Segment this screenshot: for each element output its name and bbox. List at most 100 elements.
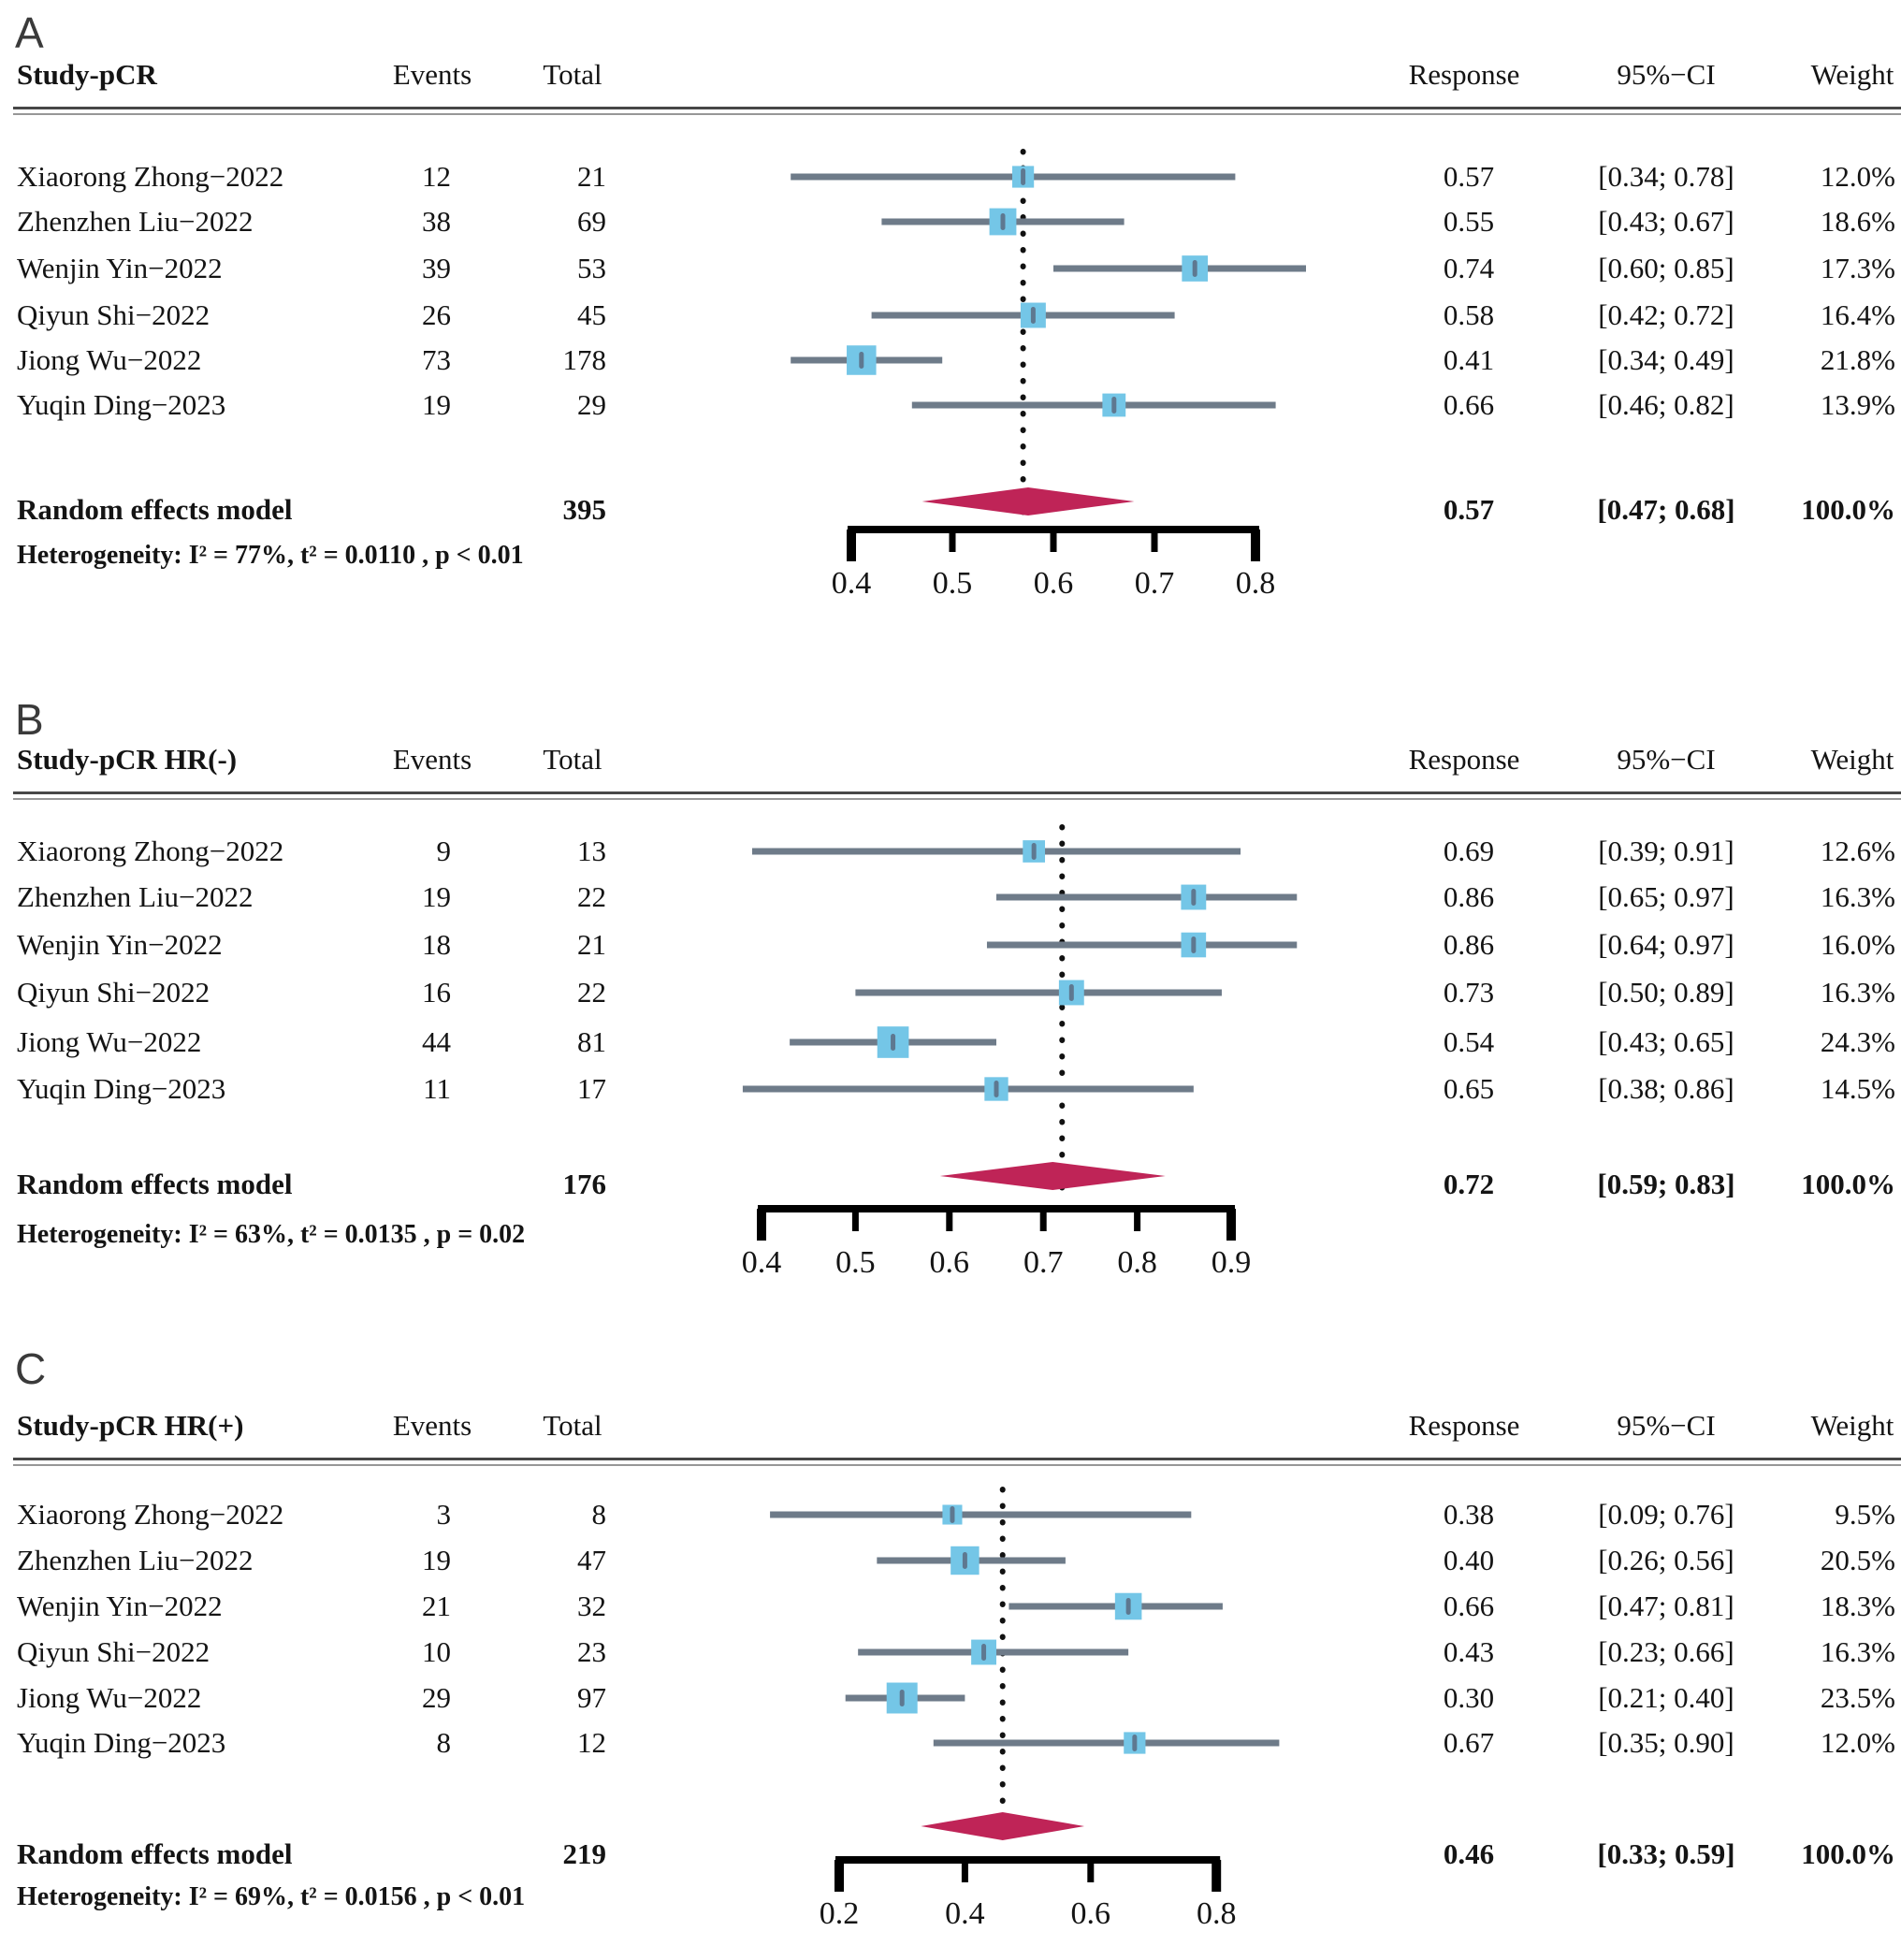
events-value: 11 <box>423 1072 451 1105</box>
panel-b-pooled-label: Random effects model <box>17 1168 293 1200</box>
weight-value: 16.3% <box>1820 976 1895 1009</box>
weight-value: 23.5% <box>1820 1681 1895 1714</box>
panel-b-pooled-total: 176 <box>562 1168 607 1200</box>
panel-a-col-ci: 95%−CI <box>1617 58 1716 91</box>
study-name: Zhenzhen Liu−2022 <box>17 1544 254 1576</box>
events-value: 26 <box>422 298 451 331</box>
response-value: 0.73 <box>1443 976 1495 1009</box>
total-value: 29 <box>577 388 606 421</box>
events-value: 3 <box>436 1498 452 1531</box>
response-value: 0.58 <box>1443 298 1495 331</box>
ci-value: [0.65; 0.97] <box>1598 880 1734 913</box>
total-value: 53 <box>577 252 606 284</box>
panel-b-header-rule-dark <box>13 791 1901 794</box>
panel-c-pooled-ci: [0.33; 0.59] <box>1597 1837 1735 1870</box>
ci-value: [0.39; 0.91] <box>1598 835 1734 867</box>
panel-a-pooled-weight: 100.0% <box>1801 493 1895 526</box>
point-marker <box>1021 168 1026 185</box>
weight-value: 13.9% <box>1820 388 1895 421</box>
panel-a-col-total: Total <box>543 58 602 91</box>
total-value: 13 <box>577 835 606 867</box>
events-value: 18 <box>422 928 451 961</box>
panel-c-study-header: Study-pCR HR(+) <box>17 1409 244 1442</box>
events-value: 39 <box>422 252 451 284</box>
point-marker <box>994 1081 999 1097</box>
x-axis-label: 0.8 <box>1197 1896 1237 1931</box>
x-axis-label: 0.8 <box>1236 566 1276 601</box>
x-axis-label: 0.4 <box>742 1245 782 1280</box>
total-value: 23 <box>577 1635 606 1668</box>
panel-c-col-total: Total <box>543 1409 602 1442</box>
events-value: 44 <box>422 1025 451 1058</box>
panel-b-col-total: Total <box>543 743 602 776</box>
total-value: 32 <box>577 1590 606 1622</box>
panel-c-pooled-total: 219 <box>562 1837 607 1870</box>
response-value: 0.40 <box>1443 1544 1495 1576</box>
x-axis-label: 0.6 <box>1034 566 1074 601</box>
response-value: 0.66 <box>1443 388 1495 421</box>
study-name: Yuqin Ding−2023 <box>17 1072 226 1105</box>
panel-c-label: C <box>15 1344 47 1393</box>
weight-value: 9.5% <box>1835 1498 1895 1531</box>
panel-a-heterogeneity: Heterogeneity: I² = 77%, t² = 0.0110 , p… <box>17 541 524 570</box>
point-marker <box>950 1506 955 1523</box>
weight-value: 20.5% <box>1820 1544 1895 1576</box>
total-value: 47 <box>577 1544 606 1576</box>
x-axis-label: 0.6 <box>930 1245 970 1280</box>
study-name: Jiong Wu−2022 <box>17 1681 202 1714</box>
response-value: 0.55 <box>1443 205 1495 238</box>
panel-a-col-response: Response <box>1408 58 1520 91</box>
x-axis-label: 0.5 <box>933 566 973 601</box>
point-marker <box>1111 397 1117 414</box>
study-name: Wenjin Yin−2022 <box>17 252 223 284</box>
events-value: 73 <box>422 343 451 376</box>
panel-c-pooled-response: 0.46 <box>1443 1837 1495 1870</box>
response-value: 0.74 <box>1443 252 1495 284</box>
point-marker <box>899 1690 905 1706</box>
panel-a-header-rule-dark <box>13 107 1901 109</box>
study-name: Xiaorong Zhong−2022 <box>17 160 284 193</box>
total-value: 21 <box>577 160 606 193</box>
ci-value: [0.34; 0.49] <box>1598 343 1734 376</box>
panel-c-plot: 0.2 0.4 0.6 0.8 <box>770 1487 1280 1931</box>
panel-a-header-rule-light <box>13 113 1901 115</box>
panel-b-pooled-ci: [0.59; 0.83] <box>1597 1168 1735 1200</box>
x-axis-label: 0.4 <box>945 1896 985 1931</box>
events-value: 19 <box>422 880 451 913</box>
panel-c-header-rule-dark <box>13 1458 1901 1460</box>
panel-a-col-weight: Weight <box>1810 58 1894 91</box>
study-name: Yuqin Ding−2023 <box>17 388 226 421</box>
pooled-diamond <box>939 1162 1166 1190</box>
weight-value: 16.3% <box>1820 880 1895 913</box>
point-marker <box>1132 1735 1138 1751</box>
ci-value: [0.26; 0.56] <box>1598 1544 1734 1576</box>
study-name: Jiong Wu−2022 <box>17 343 202 376</box>
study-name: Yuqin Ding−2023 <box>17 1726 226 1759</box>
events-value: 21 <box>422 1590 451 1622</box>
total-value: 22 <box>577 976 606 1009</box>
study-name: Xiaorong Zhong−2022 <box>17 835 284 867</box>
total-value: 97 <box>577 1681 606 1714</box>
study-name: Qiyun Shi−2022 <box>17 976 210 1009</box>
response-value: 0.54 <box>1443 1025 1495 1058</box>
panel-b-col-events: Events <box>392 743 472 776</box>
total-value: 22 <box>577 880 606 913</box>
panel-c-pooled-weight: 100.0% <box>1801 1837 1895 1870</box>
point-marker <box>1125 1598 1131 1615</box>
study-name: Qiyun Shi−2022 <box>17 1635 210 1668</box>
total-value: 45 <box>577 298 606 331</box>
ci-value: [0.43; 0.67] <box>1598 205 1734 238</box>
events-value: 29 <box>422 1681 451 1714</box>
point-marker <box>1191 936 1197 953</box>
weight-value: 12.6% <box>1820 835 1895 867</box>
x-axis-label: 0.6 <box>1071 1896 1111 1931</box>
study-name: Zhenzhen Liu−2022 <box>17 880 254 913</box>
panel-a-pooled-total: 395 <box>562 493 607 526</box>
ci-value: [0.64; 0.97] <box>1598 928 1734 961</box>
weight-value: 24.3% <box>1820 1025 1895 1058</box>
total-value: 81 <box>577 1025 606 1058</box>
pooled-diamond <box>921 1812 1085 1840</box>
weight-value: 16.0% <box>1820 928 1895 961</box>
weight-value: 14.5% <box>1820 1072 1895 1105</box>
events-value: 8 <box>436 1726 452 1759</box>
